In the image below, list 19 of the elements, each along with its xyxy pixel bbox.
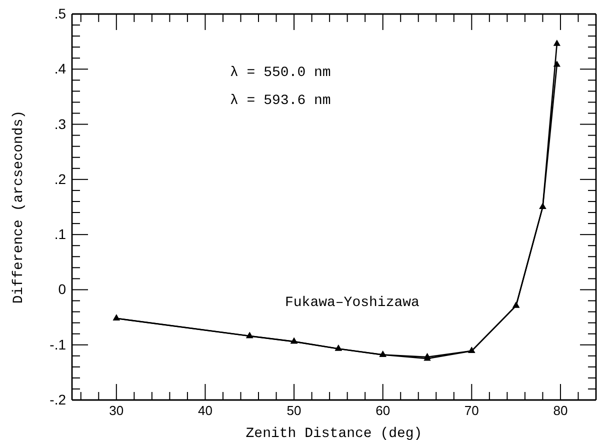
- y-tick-label: .4: [54, 60, 66, 77]
- annotation: λ = 593.6 nm: [230, 93, 331, 109]
- annotation: λ = 550.0 nm: [230, 65, 331, 81]
- y-tick-label: .2: [54, 170, 66, 187]
- x-tick-label: 50: [286, 403, 302, 418]
- y-axis-title: Difference (arcseconds): [11, 110, 27, 304]
- y-tick-label: 0: [58, 281, 66, 298]
- x-tick-label: 70: [464, 403, 479, 418]
- y-tick-label: -.2: [50, 391, 66, 408]
- x-tick-label: 80: [553, 403, 568, 418]
- y-tick-label: .5: [54, 5, 66, 22]
- x-axis-title: Zenith Distance (deg): [246, 426, 422, 440]
- y-tick-label: .1: [54, 226, 66, 242]
- x-tick-label: 30: [109, 403, 124, 418]
- y-tick-label: -.1: [50, 336, 66, 352]
- x-tick-label: 40: [198, 403, 212, 418]
- annotation: Fukawa–Yoshizawa: [285, 295, 420, 311]
- x-tick-label: 60: [376, 403, 390, 418]
- y-tick-label: .3: [54, 116, 66, 132]
